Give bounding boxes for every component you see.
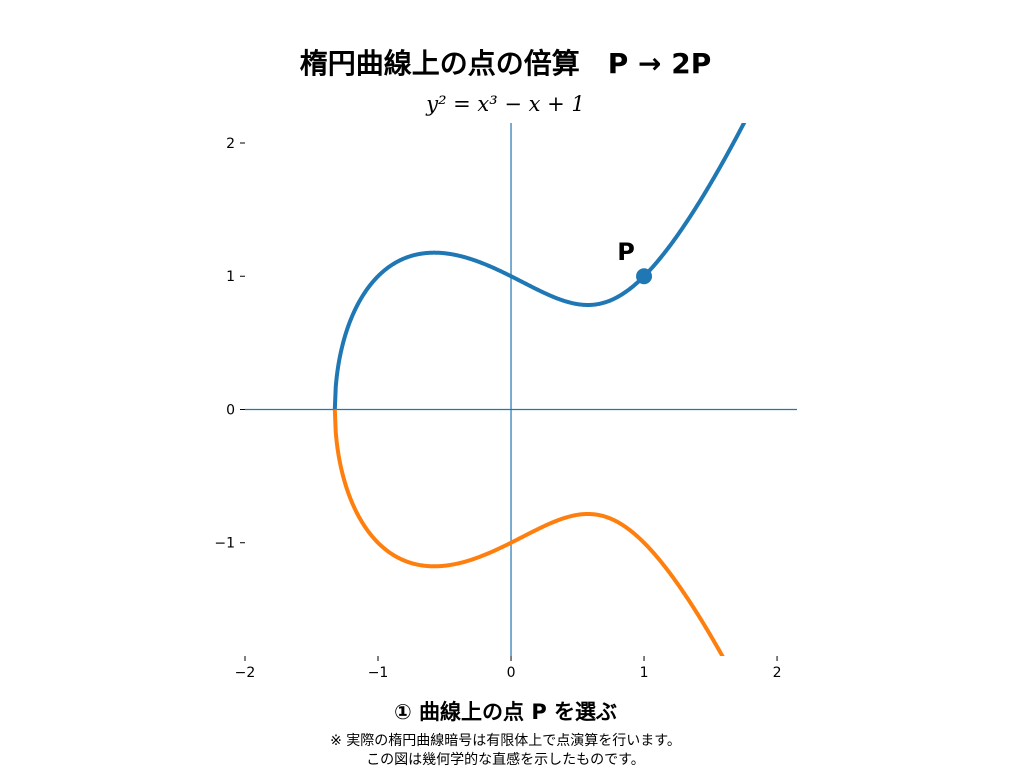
y-tick-label: 0 <box>226 402 235 418</box>
step-caption: ① 曲線上の点 P を選ぶ <box>393 700 618 724</box>
x-tick-label: −1 <box>368 665 389 681</box>
x-tick-label: 1 <box>640 665 649 681</box>
point-p-marker <box>636 268 653 285</box>
chart-subtitle-equation: y² = x³ − x + 1 <box>426 92 585 116</box>
x-tick-label: 0 <box>507 665 516 681</box>
y-tick-label: −1 <box>214 536 235 552</box>
curve-lower-branch <box>332 409 725 656</box>
x-tick-label: −2 <box>235 665 256 681</box>
note-line-2: この図は幾何学的な直感を示したものです。 <box>366 752 645 768</box>
chart-title: 楕円曲線上の点の倍算 P → 2P <box>299 47 712 80</box>
note-line-1: ※ 実際の楕円曲線暗号は有限体上で点演算を行います。 <box>330 733 681 749</box>
y-tick-label: 1 <box>226 269 235 285</box>
point-p-label: P <box>617 238 635 266</box>
curve-upper-branch <box>332 123 747 410</box>
x-tick-label: 2 <box>773 665 782 681</box>
y-tick-label: 2 <box>226 136 235 152</box>
